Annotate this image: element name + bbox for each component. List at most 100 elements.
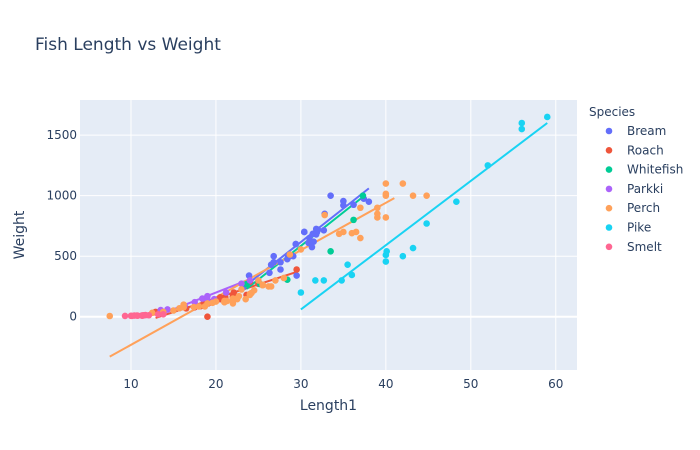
point-perch[interactable] [255, 277, 262, 284]
legend-item-parkki[interactable]: Parkki [627, 182, 663, 196]
legend-item-perch[interactable]: Perch [627, 201, 660, 215]
point-perch[interactable] [374, 204, 381, 212]
point-perch[interactable] [382, 180, 390, 187]
point-bream[interactable] [327, 192, 334, 199]
point-roach[interactable] [230, 289, 238, 296]
point-bream[interactable] [292, 240, 300, 248]
x-tick-label: 40 [378, 377, 393, 391]
point-perch[interactable] [204, 300, 211, 307]
point-parkki[interactable] [204, 292, 211, 300]
point-perch[interactable] [235, 292, 243, 300]
point-perch[interactable] [348, 229, 356, 237]
point-perch[interactable] [190, 303, 198, 311]
point-bream[interactable] [270, 252, 278, 260]
point-perch[interactable] [170, 307, 177, 314]
point-perch[interactable] [259, 281, 266, 288]
point-smelt[interactable] [145, 311, 153, 319]
point-pike[interactable] [348, 271, 356, 279]
point-smelt[interactable] [154, 311, 162, 318]
point-perch[interactable] [357, 234, 364, 242]
point-roach[interactable] [293, 266, 300, 273]
legend[interactable]: Species Bream Roach Whitefish Parkki Perch Pi… [589, 105, 683, 254]
point-perch[interactable] [297, 246, 305, 253]
point-bream[interactable] [266, 269, 273, 277]
point-bream[interactable] [320, 226, 328, 234]
point-smelt[interactable] [159, 311, 167, 318]
point-pike[interactable] [297, 289, 305, 296]
legend-marker-pike [605, 224, 613, 231]
point-pike[interactable] [543, 113, 551, 121]
point-parkki[interactable] [246, 277, 254, 284]
point-pike[interactable] [338, 277, 345, 284]
point-bream[interactable] [308, 243, 316, 251]
point-bream[interactable] [365, 198, 373, 206]
point-whitefish[interactable] [359, 192, 367, 199]
point-pike[interactable] [423, 220, 430, 227]
point-bream[interactable] [350, 201, 357, 209]
point-perch[interactable] [238, 286, 245, 293]
point-pike[interactable] [484, 162, 492, 169]
legend-marker-parkki [605, 185, 613, 193]
point-perch[interactable] [399, 180, 407, 187]
point-pike[interactable] [382, 258, 390, 265]
y-tick-label: 500 [54, 249, 77, 263]
point-perch[interactable] [242, 295, 249, 303]
point-parkki[interactable] [199, 295, 206, 302]
x-tick-label: 50 [463, 377, 478, 391]
point-perch[interactable] [286, 251, 294, 258]
point-perch[interactable] [321, 211, 328, 219]
point-pike[interactable] [518, 119, 526, 127]
point-pike[interactable] [312, 277, 319, 284]
point-perch[interactable] [374, 210, 381, 218]
point-perch[interactable] [267, 283, 275, 290]
point-bream[interactable] [310, 238, 317, 245]
point-perch[interactable] [180, 303, 187, 311]
point-bream[interactable] [277, 266, 284, 273]
point-perch[interactable] [223, 297, 231, 305]
point-whitefish[interactable] [350, 216, 357, 224]
point-perch[interactable] [280, 274, 288, 282]
point-smelt[interactable] [121, 312, 129, 320]
legend-item-roach[interactable]: Roach [627, 143, 664, 157]
point-perch[interactable] [272, 277, 279, 284]
point-whitefish[interactable] [327, 248, 334, 255]
point-perch[interactable] [409, 192, 417, 199]
point-pike[interactable] [399, 252, 407, 260]
point-roach[interactable] [204, 313, 211, 321]
point-bream[interactable] [300, 228, 308, 236]
point-pike[interactable] [409, 244, 417, 252]
data-points [106, 113, 551, 321]
point-perch[interactable] [382, 214, 390, 221]
point-parkki[interactable] [222, 289, 230, 296]
legend-item-bream[interactable]: Bream [627, 124, 666, 138]
point-perch[interactable] [340, 228, 347, 236]
legend-marker-smelt [605, 243, 613, 251]
y-tick-label: 1500 [46, 128, 77, 142]
legend-item-smelt[interactable]: Smelt [627, 240, 662, 254]
point-bream[interactable] [340, 197, 347, 205]
x-axis-title: Length1 [300, 398, 357, 414]
point-perch[interactable] [106, 312, 114, 320]
point-bream[interactable] [277, 258, 284, 266]
legend-item-whitefish[interactable]: Whitefish [627, 163, 683, 177]
point-parkki[interactable] [238, 280, 245, 287]
point-perch[interactable] [382, 192, 390, 199]
point-bream[interactable] [270, 258, 278, 266]
point-pike[interactable] [453, 198, 460, 206]
x-tick-labels: 10 20 30 40 50 60 [123, 377, 563, 391]
legend-marker-roach [605, 147, 613, 154]
point-perch[interactable] [357, 204, 364, 212]
point-pike[interactable] [344, 261, 351, 268]
point-bream[interactable] [314, 226, 322, 233]
legend-item-pike[interactable]: Pike [627, 221, 651, 235]
point-pike[interactable] [320, 277, 328, 284]
point-perch[interactable] [212, 298, 220, 305]
point-perch[interactable] [423, 192, 430, 199]
point-bream[interactable] [293, 272, 300, 279]
point-pike[interactable] [383, 248, 390, 255]
y-tick-label: 1000 [46, 189, 77, 203]
y-axis-title: Weight [12, 210, 28, 259]
point-pike[interactable] [518, 125, 526, 133]
point-perch[interactable] [250, 287, 258, 294]
point-perch[interactable] [195, 303, 203, 310]
